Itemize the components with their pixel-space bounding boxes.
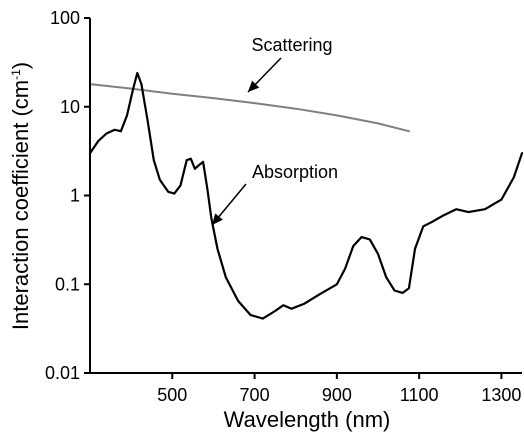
scattering-series-line [89,83,410,133]
y-axis-title-main: Interaction coefficient (cm [8,80,33,330]
x-tick-label: 1100 [400,385,439,405]
absorption-arrowhead [212,213,223,225]
y-tick-label: 0.1 [55,274,80,294]
y-axis-title: Interaction coefficient (cm-1) [8,62,33,330]
y-tick-label: 100 [50,8,80,28]
x-tick-label: 500 [157,385,187,405]
absorption-series-line [88,71,524,320]
scattering-annotation-label: Scattering [251,35,332,55]
x-tick-label: 1300 [481,385,521,405]
annotations: Scattering Absorption [211,35,338,226]
x-tick-label: 900 [322,385,352,405]
y-tick-label: 1 [70,186,80,206]
plot-area [88,71,524,320]
y-tick-label: 10 [60,97,80,117]
y-axis-title-superscript: -1 [9,69,23,80]
x-tick-label: 700 [240,385,270,405]
absorption-annotation-label: Absorption [252,162,338,182]
y-tick-label: 0.01 [45,363,80,383]
scattering-arrowhead [248,80,260,92]
x-axis-title: Wavelength (nm) [224,407,391,432]
y-axis-title-close: ) [8,62,33,69]
axes: 0.01 0.1 1 10 100 500 700 900 1100 1300 [45,8,522,405]
